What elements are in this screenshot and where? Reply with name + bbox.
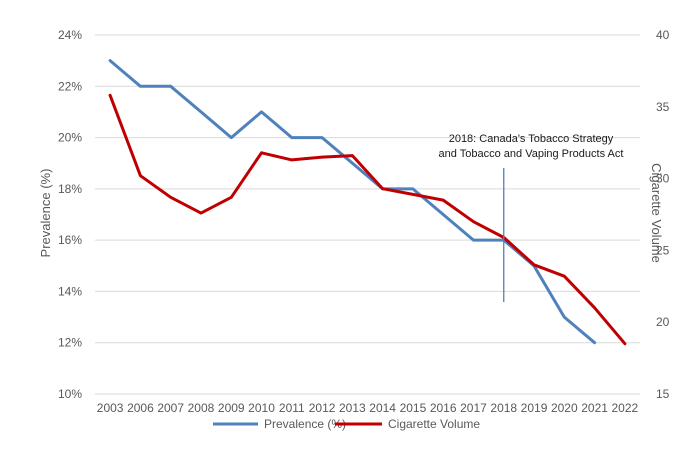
x-tick-label: 2022 — [612, 401, 639, 415]
x-tick-label: 2020 — [551, 401, 578, 415]
x-tick-label: 2017 — [460, 401, 487, 415]
x-tick-label: 2008 — [188, 401, 215, 415]
left-tick-label: 16% — [58, 233, 82, 247]
legend-label-cigarette-volume: Cigarette Volume — [388, 417, 480, 431]
left-tick-label: 12% — [58, 336, 82, 350]
annotation-text-line1: 2018: Canada's Tobacco Strategy — [449, 133, 614, 145]
x-tick-label: 2021 — [581, 401, 608, 415]
right-tick-label: 25 — [656, 243, 670, 257]
series-layer — [108, 59, 627, 346]
left-tick-label: 18% — [58, 182, 82, 196]
right-tick-label: 15 — [656, 387, 670, 401]
x-tick-label: 2007 — [157, 401, 184, 415]
left-tick-label: 24% — [58, 28, 82, 42]
x-tick-label: 2012 — [309, 401, 336, 415]
x-tick-label: 2016 — [430, 401, 457, 415]
right-axis-ticks: 15 20 25 30 35 40 — [656, 28, 670, 401]
series-line-prevalence — [108, 59, 597, 345]
x-tick-label: 2015 — [400, 401, 427, 415]
x-tick-label: 2013 — [339, 401, 366, 415]
x-tick-label: 2010 — [248, 401, 275, 415]
right-tick-label: 40 — [656, 28, 670, 42]
left-tick-label: 10% — [58, 387, 82, 401]
right-tick-label: 35 — [656, 100, 670, 114]
x-tick-label: 2014 — [369, 401, 396, 415]
left-axis-ticks: 10% 12% 14% 16% 18% 20% 22% 24% — [58, 28, 82, 401]
left-tick-label: 14% — [58, 284, 82, 298]
annotation-layer: 2018: Canada's Tobacco Strategy and Toba… — [439, 133, 624, 302]
left-tick-label: 20% — [58, 131, 82, 145]
legend: Prevalence (%) Cigarette Volume — [213, 417, 480, 431]
x-tick-label: 2009 — [218, 401, 245, 415]
annotation-text-line2: and Tobacco and Vaping Products Act — [439, 148, 624, 160]
right-tick-label: 20 — [656, 315, 670, 329]
x-tick-label: 2006 — [127, 401, 154, 415]
right-tick-label: 30 — [656, 172, 670, 186]
series-line-cigarette-volume — [108, 93, 627, 346]
gridlines — [95, 34, 640, 395]
x-axis-ticks: 2003 2006 2007 2008 2009 2010 2011 2012 2013 2014… — [97, 401, 639, 415]
left-axis-title: Prevalence (%) — [38, 169, 53, 258]
legend-label-prevalence: Prevalence (%) — [264, 417, 346, 431]
x-tick-label: 2018 — [490, 401, 517, 415]
left-tick-label: 22% — [58, 79, 82, 93]
right-axis-title: Cigarette Volume — [649, 163, 664, 263]
x-tick-label: 2003 — [97, 401, 124, 415]
x-tick-label: 2019 — [521, 401, 548, 415]
x-tick-label: 2011 — [279, 401, 305, 415]
